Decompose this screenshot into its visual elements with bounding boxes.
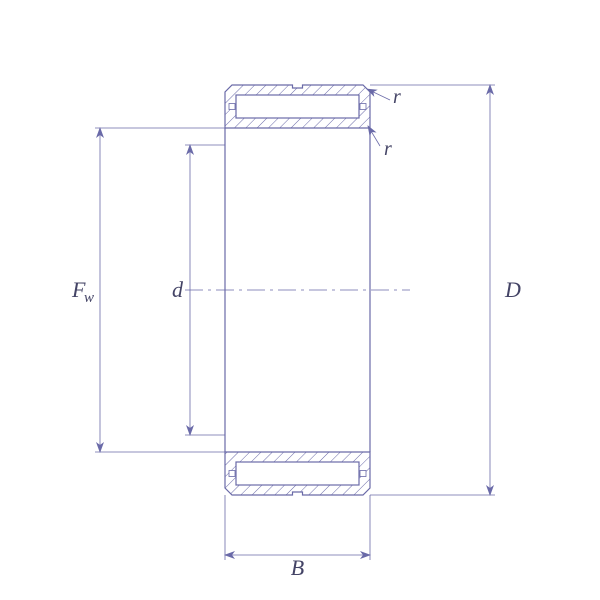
retainer-square bbox=[360, 471, 366, 477]
retainer-square bbox=[360, 104, 366, 110]
retainer-square bbox=[229, 471, 235, 477]
label-B: B bbox=[291, 555, 304, 580]
roller-groove bbox=[236, 95, 359, 118]
label-r-inner: r bbox=[384, 138, 392, 160]
label-d: d bbox=[172, 277, 184, 302]
label-D: D bbox=[504, 277, 521, 302]
retainer-square bbox=[229, 104, 235, 110]
label-Fw-sub: w bbox=[84, 290, 94, 306]
roller-groove bbox=[236, 462, 359, 485]
label-r-outer: r bbox=[393, 86, 401, 108]
bearing-diagram: FwdDBrr bbox=[0, 0, 600, 600]
